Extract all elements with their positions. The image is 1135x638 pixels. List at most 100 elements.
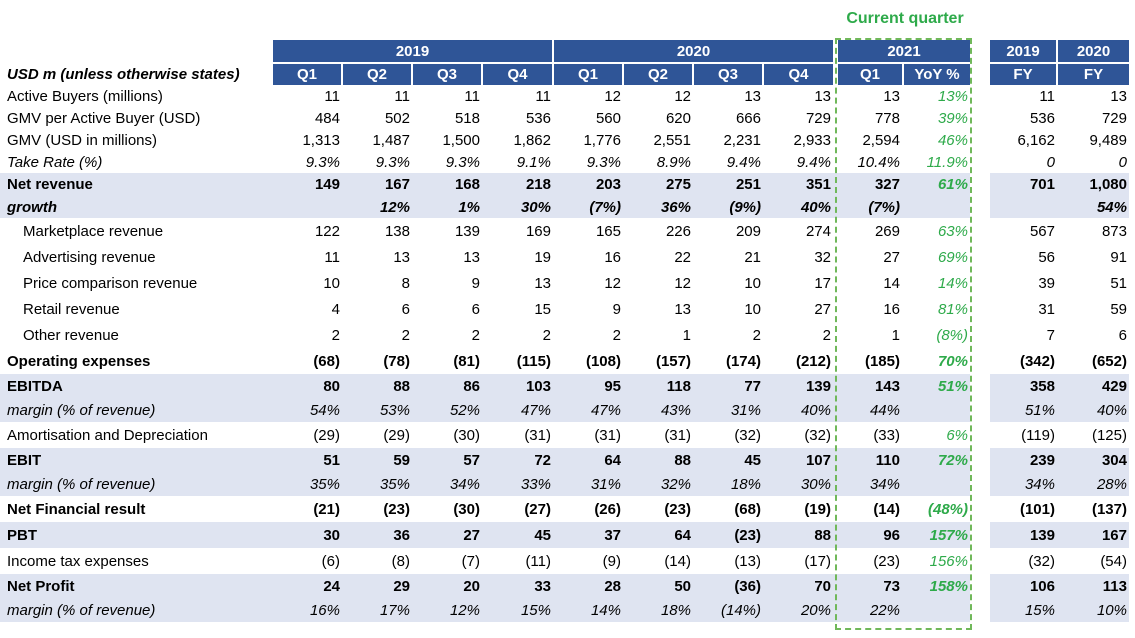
value-cell: 1: [682, 326, 691, 344]
value-cell: (68): [734, 500, 761, 518]
yoy-cell: 63%: [937, 222, 968, 240]
fy-cell: 106: [1029, 577, 1055, 595]
value-cell: (19): [804, 500, 831, 518]
row-band: [990, 448, 1129, 472]
row-band: [990, 173, 1129, 196]
row-label: Income tax expenses: [7, 552, 149, 570]
value-cell: 1,862: [513, 131, 551, 149]
value-cell: (32): [734, 426, 761, 444]
yoy-cell: 11.9%: [926, 153, 968, 171]
value-cell: 30%: [800, 475, 831, 493]
value-cell: 22%: [869, 601, 900, 619]
quarter-header: Q1: [554, 64, 622, 85]
value-cell: 2,933: [793, 131, 831, 149]
value-cell: 4: [331, 300, 340, 318]
fy-cell: 6,162: [1017, 131, 1055, 149]
fy-cell: 31: [1038, 300, 1055, 318]
value-cell: 45: [744, 451, 761, 469]
value-cell: (9%): [729, 198, 761, 216]
value-cell: (14): [873, 500, 900, 518]
value-cell: 251: [735, 176, 761, 193]
value-cell: 729: [805, 109, 831, 127]
value-cell: 666: [735, 109, 761, 127]
value-cell: (31): [524, 426, 551, 444]
yoy-cell: 72%: [937, 451, 968, 469]
value-cell: (14): [664, 552, 691, 570]
value-cell: 18%: [730, 475, 761, 493]
table-row: Net Profit 24 29 20 33 28 50 (36) 70 73 158% 106 113: [0, 574, 1135, 598]
value-cell: 13: [814, 88, 831, 105]
value-cell: 8.9%: [656, 153, 691, 171]
value-cell: (31): [664, 426, 691, 444]
row-band: [990, 522, 1129, 548]
value-cell: 33%: [520, 475, 551, 493]
value-cell: 32: [814, 248, 831, 266]
value-cell: (21): [313, 500, 340, 518]
row-label: Active Buyers (millions): [7, 88, 163, 105]
value-cell: 209: [735, 222, 761, 240]
yoy-cell: 51%: [937, 377, 968, 395]
value-cell: 2,594: [862, 131, 900, 149]
table-row: GMV per Active Buyer (USD) 484 502 518 536 56…: [0, 107, 1135, 129]
fy-year-header-2019: 2019: [990, 40, 1056, 62]
fy-cell: (32): [1028, 552, 1055, 570]
value-cell: 1,500: [442, 131, 480, 149]
value-cell: (108): [585, 352, 621, 370]
value-cell: 24: [323, 577, 340, 595]
fy-header: FY: [1058, 64, 1129, 85]
year-header-2021: 2021: [838, 40, 970, 62]
yoy-cell: 81%: [937, 300, 968, 318]
current-quarter-label: Current quarter: [846, 10, 964, 27]
value-cell: (30): [453, 426, 480, 444]
value-cell: 20: [463, 577, 480, 595]
table-row: GMV (USD in millions) 1,313 1,487 1,500 1,86…: [0, 129, 1135, 151]
value-cell: 536: [525, 109, 551, 127]
year-header-2019: 2019: [273, 40, 552, 62]
value-cell: 10.4%: [857, 153, 900, 171]
row-label: Operating expenses: [7, 352, 151, 370]
value-cell: 12: [604, 88, 621, 105]
value-cell: (8): [391, 552, 410, 570]
fy-cell: (342): [1019, 352, 1055, 370]
value-cell: 31%: [590, 475, 621, 493]
row-band: [990, 398, 1129, 422]
value-cell: (33): [873, 426, 900, 444]
value-cell: 2: [822, 326, 831, 344]
table-row: Retail revenue 4 6 6 15 9 13 10 27 16 81% 31 59: [0, 296, 1135, 322]
yoy-cell: 46%: [937, 131, 968, 149]
table-row: Price comparison revenue 10 8 9 13 12 12 10 17 14…: [0, 270, 1135, 296]
value-cell: (23): [664, 500, 691, 518]
value-cell: 107: [805, 451, 831, 469]
value-cell: 1,487: [372, 131, 410, 149]
fy-cell: 10%: [1096, 601, 1127, 619]
fy-cell: 6: [1118, 326, 1127, 344]
value-cell: 9.4%: [796, 153, 831, 171]
row-label: margin (% of revenue): [7, 601, 156, 619]
value-cell: 27: [814, 300, 831, 318]
fy-cell: 54%: [1096, 198, 1127, 216]
value-cell: 80: [323, 377, 340, 395]
value-cell: 138: [384, 222, 410, 240]
value-cell: 13: [883, 88, 900, 105]
value-cell: 165: [595, 222, 621, 240]
value-cell: 33: [534, 577, 551, 595]
value-cell: 12: [674, 88, 691, 105]
value-cell: 274: [805, 222, 831, 240]
value-cell: (13): [734, 552, 761, 570]
yoy-cell: 157%: [929, 526, 968, 544]
row-label: EBIT: [7, 451, 42, 469]
value-cell: 32%: [660, 475, 691, 493]
row-label: Take Rate (%): [7, 153, 103, 171]
value-cell: 43%: [660, 401, 691, 419]
table-row: growth 12% 1% 30% (7%) 36% (9%) 40% (7%) 54%: [0, 196, 1135, 218]
value-cell: (36): [734, 577, 761, 595]
value-cell: 218: [525, 176, 551, 193]
value-cell: 2: [752, 326, 761, 344]
value-cell: (27): [524, 500, 551, 518]
yoy-cell: 39%: [937, 109, 968, 127]
value-cell: 13: [534, 274, 551, 292]
fy-cell: 91: [1110, 248, 1127, 266]
value-cell: (81): [453, 352, 480, 370]
value-cell: 17: [814, 274, 831, 292]
table-row: Income tax expenses (6) (8) (7) (11) (9) (14) (…: [0, 548, 1135, 574]
